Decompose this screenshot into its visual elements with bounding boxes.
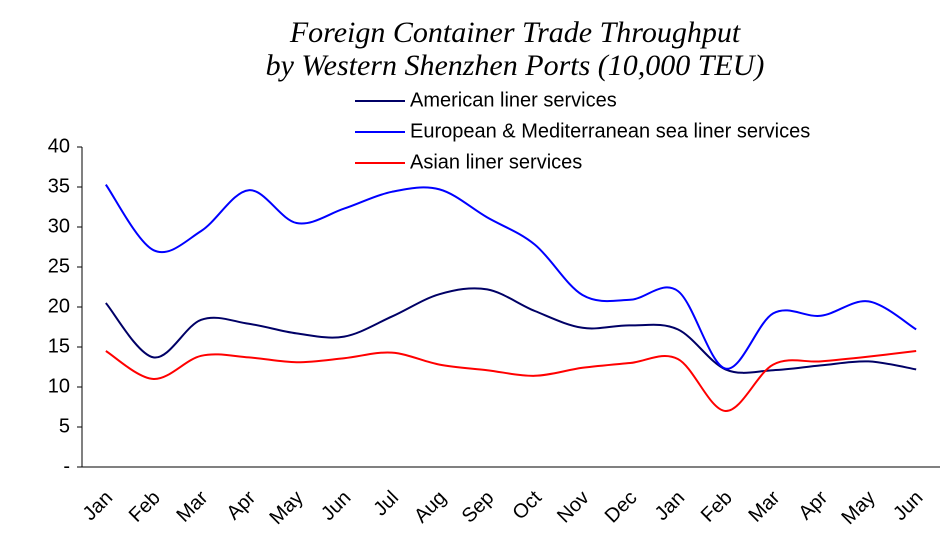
series-line xyxy=(105,184,917,370)
x-tick-label: Apr xyxy=(223,486,261,524)
x-tick-label: Sep xyxy=(458,487,499,528)
x-tick-label: Dec xyxy=(601,487,642,528)
legend-label: Asian liner services xyxy=(410,151,582,173)
x-tick-label: Feb xyxy=(697,487,737,527)
x-tick-label: Feb xyxy=(125,487,165,527)
x-tick-label: May xyxy=(265,487,307,529)
y-tick-label: 5 xyxy=(59,415,70,437)
x-tick-label: Apr xyxy=(795,486,833,524)
x-tick-label: Oct xyxy=(509,486,547,524)
x-tick-label: Jun xyxy=(889,487,927,525)
x-tick-label: May xyxy=(837,487,879,529)
x-tick-label: Jan xyxy=(651,487,689,525)
y-tick-label: 10 xyxy=(48,375,70,397)
legend-label: European & Mediterranean sea liner servi… xyxy=(410,120,810,142)
series-line xyxy=(105,350,917,413)
x-tick-label: Nov xyxy=(553,487,594,528)
chart-title: Foreign Container Trade Throughput xyxy=(289,16,741,49)
legend-label: American liner services xyxy=(410,89,617,111)
y-tick-label: 15 xyxy=(48,335,70,357)
y-tick-label: 30 xyxy=(48,215,70,237)
x-tick-label: Jun xyxy=(317,487,355,525)
x-tick-label: Jan xyxy=(79,487,117,525)
chart-title: by Western Shenzhen Ports (10,000 TEU) xyxy=(266,49,765,82)
x-tick-label: Mar xyxy=(745,486,785,526)
y-tick-label: 40 xyxy=(48,135,70,157)
y-tick-label: 20 xyxy=(48,295,70,317)
x-tick-label: Mar xyxy=(173,486,213,526)
y-tick-label: - xyxy=(63,455,70,477)
series-line xyxy=(105,287,917,374)
y-tick-label: 35 xyxy=(48,175,70,197)
x-tick-label: Jul xyxy=(369,487,403,521)
y-tick-label: 25 xyxy=(48,255,70,277)
x-tick-label: Aug xyxy=(410,487,451,528)
